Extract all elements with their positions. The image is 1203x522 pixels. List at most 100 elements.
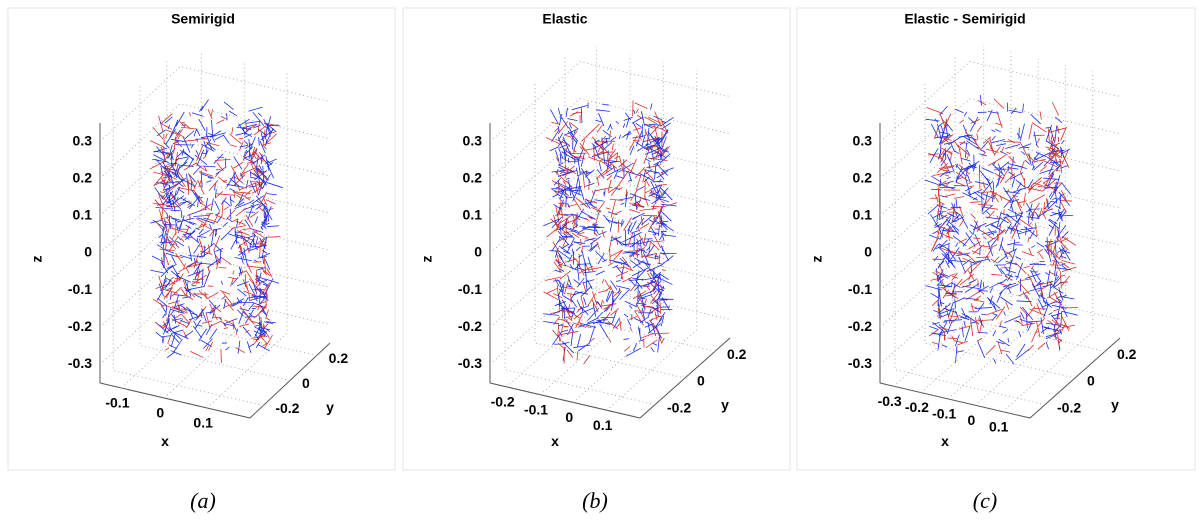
- vector-arrow: [636, 238, 640, 247]
- vector-arrow: [262, 238, 267, 255]
- vector-arrow: [173, 338, 183, 353]
- vector-arrow: [1000, 243, 1009, 260]
- vector-arrow: [657, 210, 663, 229]
- vector-arrow: [958, 177, 963, 180]
- vector-arrow: [992, 192, 999, 203]
- vector-arrow: [647, 127, 650, 145]
- vector-arrow: [1043, 303, 1050, 318]
- vector-arrow: [979, 282, 982, 289]
- vector-arrow: [581, 139, 586, 150]
- vector-arrow: [202, 208, 207, 211]
- vector-arrow: [559, 270, 572, 280]
- vector-arrow: [629, 208, 641, 214]
- vector-arrow: [259, 237, 267, 245]
- vector-arrow: [564, 167, 569, 179]
- vector-arrow: [1052, 251, 1059, 266]
- vector-arrow: [162, 235, 165, 240]
- vector-arrow: [1051, 102, 1059, 116]
- vector-arrow: [254, 324, 259, 327]
- vector-arrow: [618, 287, 621, 294]
- vector-arrow: [1028, 247, 1032, 255]
- vector-arrow: [976, 133, 979, 141]
- vector-arrow: [595, 270, 605, 276]
- grid-line: [489, 61, 731, 142]
- vector-arrow: [973, 191, 985, 201]
- vector-arrow: [1018, 229, 1032, 235]
- vector-arrow: [1061, 148, 1070, 155]
- vector-arrow: [635, 295, 642, 307]
- vector-arrow: [181, 148, 185, 156]
- vector-arrow: [1041, 325, 1060, 332]
- vector-arrow: [202, 165, 216, 168]
- vector-arrow: [948, 303, 954, 317]
- vector-arrow: [175, 303, 185, 307]
- z-tick-label: 0.1: [73, 207, 93, 223]
- vector-arrow: [181, 308, 187, 311]
- vector-arrow: [573, 344, 591, 349]
- vector-arrow: [205, 197, 208, 210]
- vector-arrow: [234, 201, 251, 210]
- vector-arrow: [179, 120, 186, 128]
- vector-arrow: [580, 238, 582, 245]
- vector-arrow: [976, 319, 993, 322]
- vector-arrow: [639, 207, 657, 211]
- vector-arrow: [607, 150, 609, 160]
- vector-arrow: [231, 127, 234, 135]
- vector-arrow: [998, 325, 1007, 329]
- vector-arrow: [596, 241, 600, 250]
- vector-arrow: [223, 302, 236, 308]
- vector-arrow: [193, 242, 201, 255]
- vector-arrow: [992, 162, 996, 166]
- vector-arrow: [1046, 291, 1058, 299]
- vector-arrow: [622, 251, 638, 254]
- vector-arrow: [179, 304, 192, 313]
- vector-arrow: [195, 227, 200, 231]
- vector-arrow: [1009, 198, 1015, 209]
- vector-arrow: [570, 130, 578, 140]
- vector-arrow: [941, 152, 945, 160]
- vector-arrow: [981, 167, 994, 174]
- vector-arrow: [194, 192, 201, 202]
- vector-arrow: [207, 109, 213, 120]
- vector-arrow: [615, 187, 621, 191]
- vector-arrow: [161, 202, 164, 221]
- vector-arrow: [575, 246, 581, 252]
- vector-arrow: [246, 296, 257, 299]
- vector-arrow: [165, 313, 172, 322]
- vector-arrow: [643, 148, 650, 164]
- vector-arrow: [1050, 301, 1055, 305]
- vector-arrow: [981, 141, 989, 150]
- vector-arrow: [947, 259, 951, 265]
- vector-arrow: [1024, 159, 1031, 165]
- vector-arrow: [573, 241, 586, 244]
- vector-arrow: [262, 343, 268, 347]
- vector-arrow: [975, 317, 979, 333]
- y-tick-label: 0.2: [329, 350, 349, 366]
- vector-arrow: [265, 309, 269, 319]
- vector-arrow: [989, 281, 1003, 289]
- vector-arrow: [927, 152, 944, 160]
- vector-arrow: [171, 171, 184, 182]
- vector-arrow: [1054, 287, 1064, 294]
- vector-arrow: [553, 177, 561, 186]
- vector-arrow: [600, 151, 614, 154]
- vector-arrow: [653, 215, 657, 222]
- vector-arrow: [1023, 177, 1026, 190]
- vector-arrow: [1027, 273, 1036, 289]
- y-tick-label: 0: [1087, 373, 1095, 389]
- vector-arrow: [957, 250, 963, 254]
- vector-arrow: [1048, 221, 1057, 237]
- vector-arrow: [1010, 107, 1017, 115]
- vector-arrow: [982, 204, 993, 215]
- vector-arrow: [170, 195, 185, 206]
- vector-arrow: [263, 323, 266, 329]
- vector-arrow: [248, 292, 251, 301]
- vector-arrow: [181, 157, 189, 168]
- vector-arrow: [581, 306, 584, 313]
- x-tick-label: 0: [968, 412, 976, 428]
- vector-arrow: [949, 273, 955, 277]
- vector-arrow: [951, 214, 961, 224]
- vector-arrow: [160, 216, 172, 220]
- vector-arrow: [1015, 348, 1030, 361]
- vector-arrow: [997, 255, 1008, 263]
